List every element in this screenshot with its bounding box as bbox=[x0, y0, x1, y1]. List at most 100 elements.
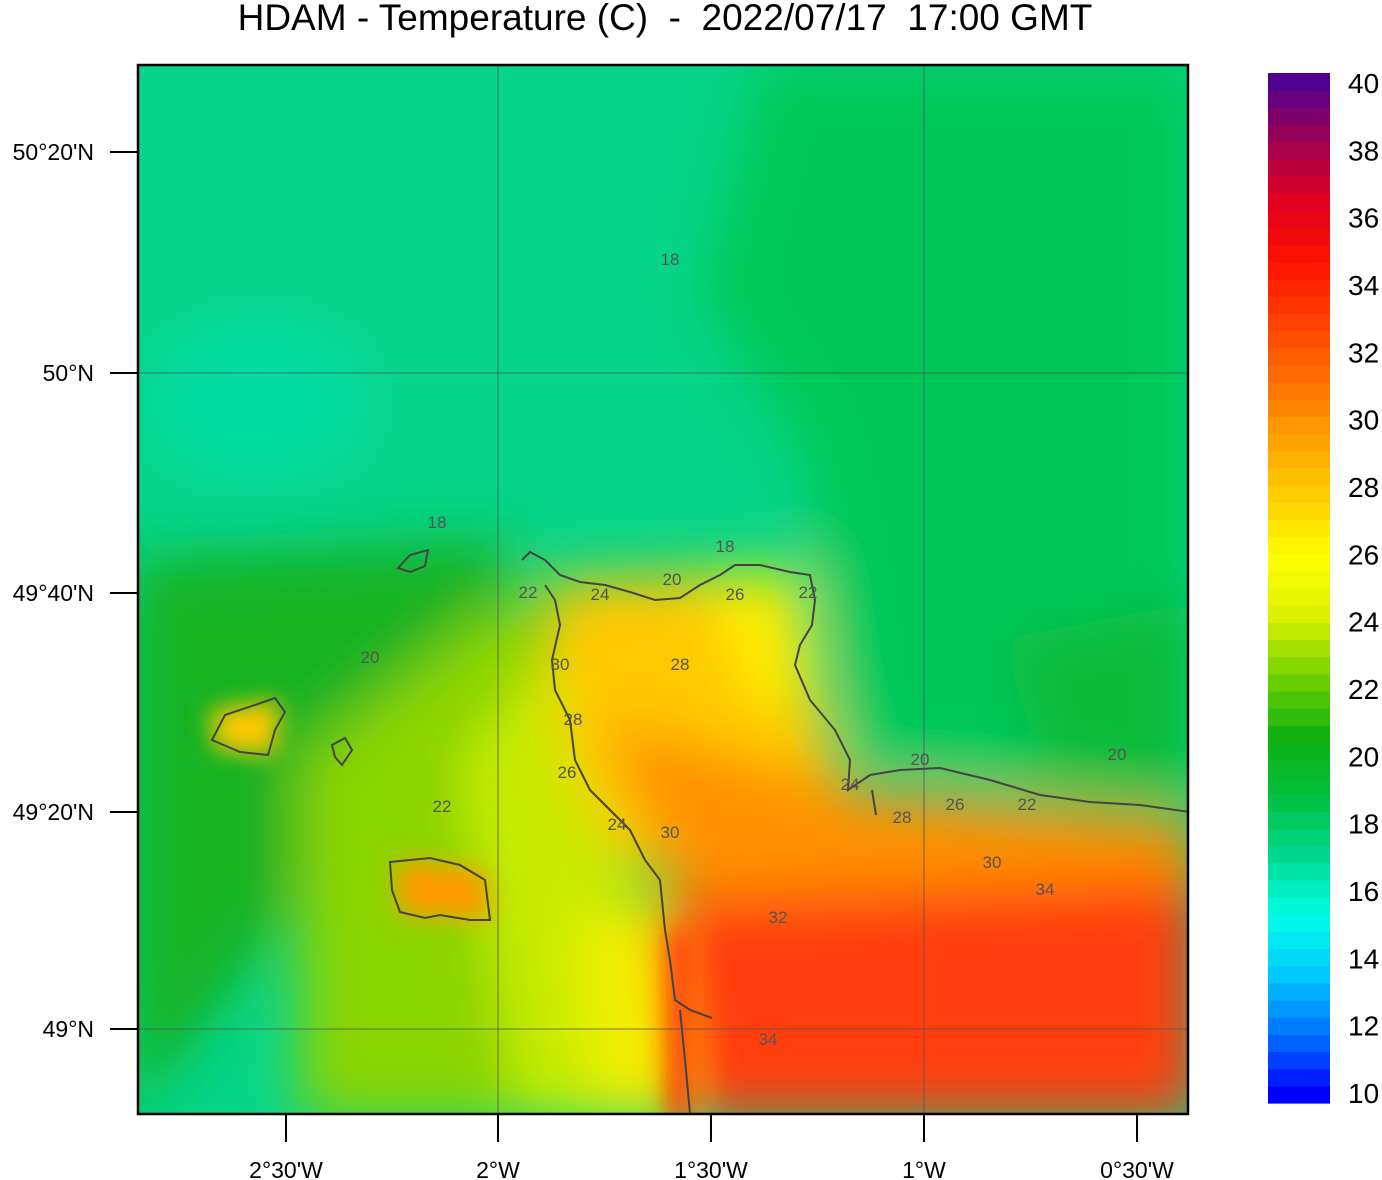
contour-label: 18 bbox=[428, 513, 447, 532]
colorbar-swatch bbox=[1268, 382, 1330, 400]
colorbar-swatch bbox=[1268, 948, 1330, 967]
lon-tick-label: 2°30'W bbox=[249, 1157, 323, 1180]
contour-label: 26 bbox=[726, 585, 745, 604]
colorbar-swatch bbox=[1268, 296, 1330, 314]
colorbar-swatch bbox=[1268, 176, 1330, 194]
lat-tick-label: 50°N bbox=[43, 360, 94, 386]
contour-label: 22 bbox=[1018, 795, 1037, 814]
colorbar-swatch bbox=[1268, 244, 1330, 263]
colorbar-swatch bbox=[1268, 158, 1330, 177]
colorbar-label: 32 bbox=[1348, 337, 1379, 368]
colorbar-swatch bbox=[1268, 879, 1330, 898]
colorbar-swatch bbox=[1268, 485, 1330, 503]
colorbar-swatch bbox=[1268, 570, 1330, 589]
colorbar-swatch bbox=[1268, 536, 1330, 555]
coastline bbox=[210, 548, 1188, 1114]
colorbar-swatch bbox=[1268, 811, 1330, 829]
colorbar-swatch bbox=[1268, 433, 1330, 452]
colorbar-label: 10 bbox=[1348, 1078, 1379, 1109]
colorbar-label: 22 bbox=[1348, 674, 1379, 705]
lon-tick-label: 1°W bbox=[902, 1157, 946, 1180]
colorbar-swatch bbox=[1268, 845, 1330, 864]
colorbar-swatch bbox=[1268, 519, 1330, 538]
contour-label: 22 bbox=[799, 583, 818, 602]
colorbar-swatch bbox=[1268, 776, 1330, 795]
colorbar-swatch bbox=[1268, 502, 1330, 520]
contour-label: 24 bbox=[841, 775, 860, 794]
colorbar-swatch bbox=[1268, 1000, 1330, 1018]
colorbar-swatch bbox=[1268, 759, 1330, 778]
contour-label: 20 bbox=[911, 750, 930, 769]
contour-label: 30 bbox=[661, 823, 680, 842]
colorbar-label: 24 bbox=[1348, 607, 1379, 638]
colorbar-swatch bbox=[1268, 330, 1330, 349]
colorbar-swatch bbox=[1268, 467, 1330, 486]
contour-label: 26 bbox=[946, 795, 965, 814]
temperature-field: 18 18 18 20 22 24 26 22 28 30 28 26 24 22 20 20 24 30 32 34… bbox=[138, 65, 1188, 1114]
contour-label: 30 bbox=[551, 655, 570, 674]
colorbar-swatch bbox=[1268, 1085, 1330, 1104]
contour-label: 34 bbox=[759, 1030, 778, 1049]
colorbar-swatch bbox=[1268, 1051, 1330, 1070]
lat-tick-label: 50°20'N bbox=[13, 139, 94, 165]
colorbar-swatch bbox=[1268, 124, 1330, 143]
contour-label: 20 bbox=[361, 648, 380, 667]
contour-label: 22 bbox=[519, 583, 538, 602]
colorbar-swatch bbox=[1268, 73, 1330, 91]
chart-title: HDAM - Temperature (C) - 2022/07/17 17:0… bbox=[237, 0, 1093, 38]
lon-tick-label: 1°30'W bbox=[674, 1157, 748, 1180]
colorbar-swatch bbox=[1268, 347, 1330, 366]
colorbar-swatch bbox=[1268, 588, 1330, 606]
colorbar-label: 12 bbox=[1348, 1011, 1379, 1042]
colorbar-swatch bbox=[1268, 416, 1330, 435]
colorbar-label: 14 bbox=[1348, 943, 1379, 974]
colorbar-label: 30 bbox=[1348, 405, 1379, 436]
colorbar-swatch bbox=[1268, 193, 1330, 211]
contour-label: 30 bbox=[983, 853, 1002, 872]
colorbar-label: 36 bbox=[1348, 203, 1379, 234]
colorbar-label: 26 bbox=[1348, 539, 1379, 570]
colorbar-swatch bbox=[1268, 313, 1330, 332]
colorbar-swatch bbox=[1268, 90, 1330, 108]
colorbar-swatch bbox=[1268, 982, 1330, 1001]
colorbar-swatch bbox=[1268, 605, 1330, 623]
colorbar-label: 20 bbox=[1348, 741, 1379, 772]
colorbar-swatch bbox=[1268, 279, 1330, 297]
colorbar-label: 34 bbox=[1348, 270, 1379, 301]
colorbar-swatch bbox=[1268, 742, 1330, 761]
colorbar-swatch bbox=[1268, 639, 1330, 658]
contour-label: 24 bbox=[591, 585, 610, 604]
lat-tick-label: 49°20'N bbox=[13, 799, 94, 825]
colorbar-swatch bbox=[1268, 553, 1330, 572]
colorbar-swatch bbox=[1268, 914, 1330, 932]
contour-label: 28 bbox=[564, 710, 583, 729]
colorbar-label: 16 bbox=[1348, 876, 1379, 907]
colorbar-swatch bbox=[1268, 931, 1330, 950]
colorbar-swatch bbox=[1268, 227, 1330, 246]
lat-tick-label: 49°40'N bbox=[13, 580, 94, 606]
contour-label: 20 bbox=[1108, 745, 1127, 764]
colorbar-swatch bbox=[1268, 897, 1330, 915]
colorbar-swatch bbox=[1268, 965, 1330, 984]
colorbar-swatch bbox=[1268, 364, 1330, 383]
colorbar-swatch bbox=[1268, 794, 1330, 812]
colorbar-swatch bbox=[1268, 725, 1330, 744]
colorbar-label: 18 bbox=[1348, 809, 1379, 840]
colorbar-swatch bbox=[1268, 1017, 1330, 1035]
map-frame bbox=[136, 63, 1190, 1116]
colorbar-swatch bbox=[1268, 828, 1330, 847]
colorbar-swatch bbox=[1268, 691, 1330, 709]
colorbar-swatch bbox=[1268, 210, 1330, 229]
colorbar-label: 38 bbox=[1348, 135, 1379, 166]
colorbar-swatch bbox=[1268, 673, 1330, 692]
contour-label: 18 bbox=[661, 250, 680, 269]
colorbar-swatch bbox=[1268, 399, 1330, 417]
colorbar-swatch bbox=[1268, 708, 1330, 726]
contour-label: 18 bbox=[716, 537, 735, 556]
colorbar-swatch bbox=[1268, 107, 1330, 126]
colorbar-swatch bbox=[1268, 1034, 1330, 1053]
lon-tick-label: 0°30'W bbox=[1100, 1157, 1174, 1180]
contour-label: 28 bbox=[671, 655, 690, 674]
colorbar-swatch bbox=[1268, 656, 1330, 675]
lon-tick-label: 2°W bbox=[476, 1157, 520, 1180]
